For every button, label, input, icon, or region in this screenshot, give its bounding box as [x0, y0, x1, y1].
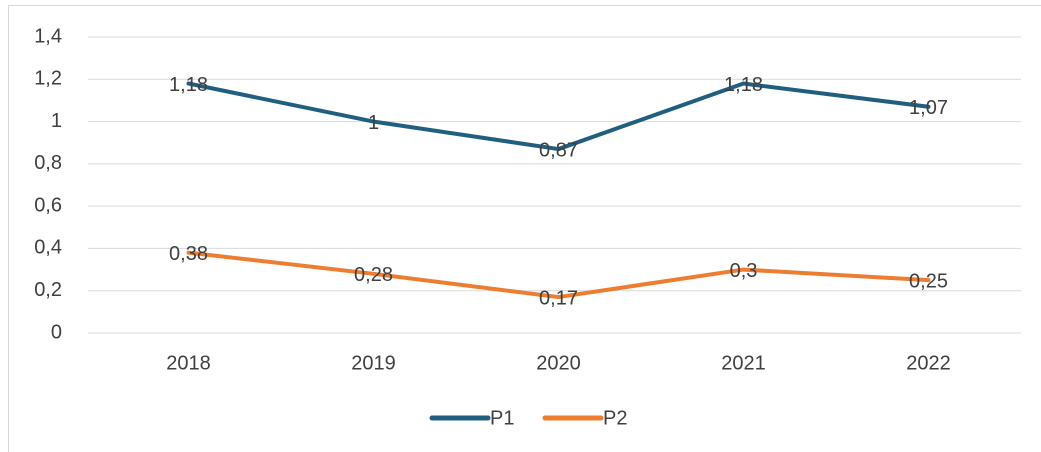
data-label: 0,28: [354, 264, 393, 286]
series-line: [186, 250, 931, 300]
data-label: 1,07: [909, 97, 948, 119]
x-tick-label: 2019: [351, 352, 396, 374]
y-tick-label: 0,2: [34, 279, 62, 301]
legend-label: P1: [490, 407, 514, 429]
y-tick-label: 0: [51, 321, 62, 343]
y-tick-label: 0,6: [34, 194, 62, 216]
x-tick-label: 2021: [721, 352, 766, 374]
x-tick-label: 2020: [536, 352, 581, 374]
y-tick-label: 0,8: [34, 152, 62, 174]
y-tick-label: 0,4: [34, 237, 62, 259]
data-label: 1: [368, 112, 379, 134]
data-label: 1,18: [724, 74, 763, 96]
y-tick-label: 1,4: [34, 25, 62, 47]
legend-label: P2: [603, 407, 627, 429]
data-label: 0,87: [539, 139, 578, 161]
data-label: 0,17: [539, 287, 578, 309]
chart-border: [8, 5, 1041, 452]
data-label: 0,25: [909, 270, 948, 292]
data-label: 1,18: [169, 74, 208, 96]
x-tick-label: 2018: [166, 352, 211, 374]
x-tick-label: 2022: [906, 352, 951, 374]
data-label: 0,3: [730, 260, 758, 282]
data-label: 0,38: [169, 243, 208, 265]
y-tick-label: 1,2: [34, 68, 62, 90]
series-line: [186, 81, 931, 152]
y-tick-label: 1: [51, 110, 62, 132]
